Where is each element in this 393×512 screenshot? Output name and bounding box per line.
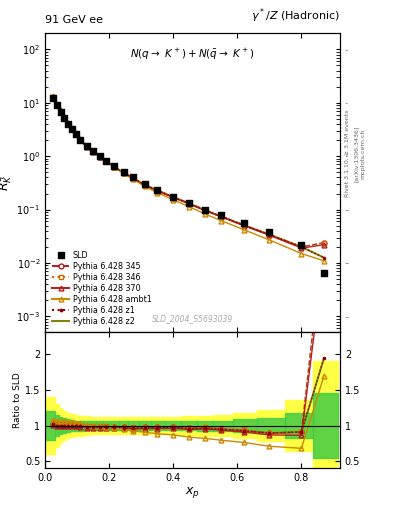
SLD <box>141 180 148 188</box>
SLD <box>130 174 136 182</box>
SLD <box>154 186 160 194</box>
SLD <box>57 108 64 116</box>
SLD <box>97 152 103 160</box>
SLD <box>241 219 247 227</box>
Y-axis label: Ratio to SLD: Ratio to SLD <box>13 373 22 429</box>
SLD <box>90 147 96 155</box>
SLD <box>84 142 90 150</box>
SLD <box>266 228 273 236</box>
SLD <box>65 120 72 128</box>
SLD <box>50 94 56 102</box>
X-axis label: $x_p$: $x_p$ <box>185 485 200 500</box>
SLD <box>186 199 193 207</box>
Text: $\gamma^*/Z$ (Hadronic): $\gamma^*/Z$ (Hadronic) <box>251 6 340 25</box>
Text: SLD_2004_S5693039: SLD_2004_S5693039 <box>152 314 233 324</box>
Legend: SLD, Pythia 6.428 345, Pythia 6.428 346, Pythia 6.428 370, Pythia 6.428 ambt1, P: SLD, Pythia 6.428 345, Pythia 6.428 346,… <box>49 248 154 329</box>
SLD <box>77 136 84 144</box>
SLD <box>53 101 60 109</box>
Text: 91 GeV ee: 91 GeV ee <box>45 14 103 25</box>
Text: [arXiv:1306.3436]: [arXiv:1306.3436] <box>354 125 359 182</box>
Text: Rivet 3.1.10, ≥ 3.1M events: Rivet 3.1.10, ≥ 3.1M events <box>345 110 350 197</box>
SLD <box>298 241 305 249</box>
SLD <box>321 269 327 277</box>
Text: mcplots.cern.ch: mcplots.cern.ch <box>361 129 366 179</box>
SLD <box>103 157 109 165</box>
Y-axis label: $R^q_K$: $R^q_K$ <box>0 175 15 191</box>
SLD <box>69 125 75 133</box>
SLD <box>111 162 117 170</box>
SLD <box>121 168 127 176</box>
SLD <box>170 193 176 201</box>
SLD <box>218 211 224 220</box>
SLD <box>61 114 68 122</box>
SLD <box>202 205 209 214</box>
SLD <box>73 130 79 138</box>
Text: $N(q\to\ K^+)+N(\bar{q}\to\ K^+)$: $N(q\to\ K^+)+N(\bar{q}\to\ K^+)$ <box>130 47 255 62</box>
